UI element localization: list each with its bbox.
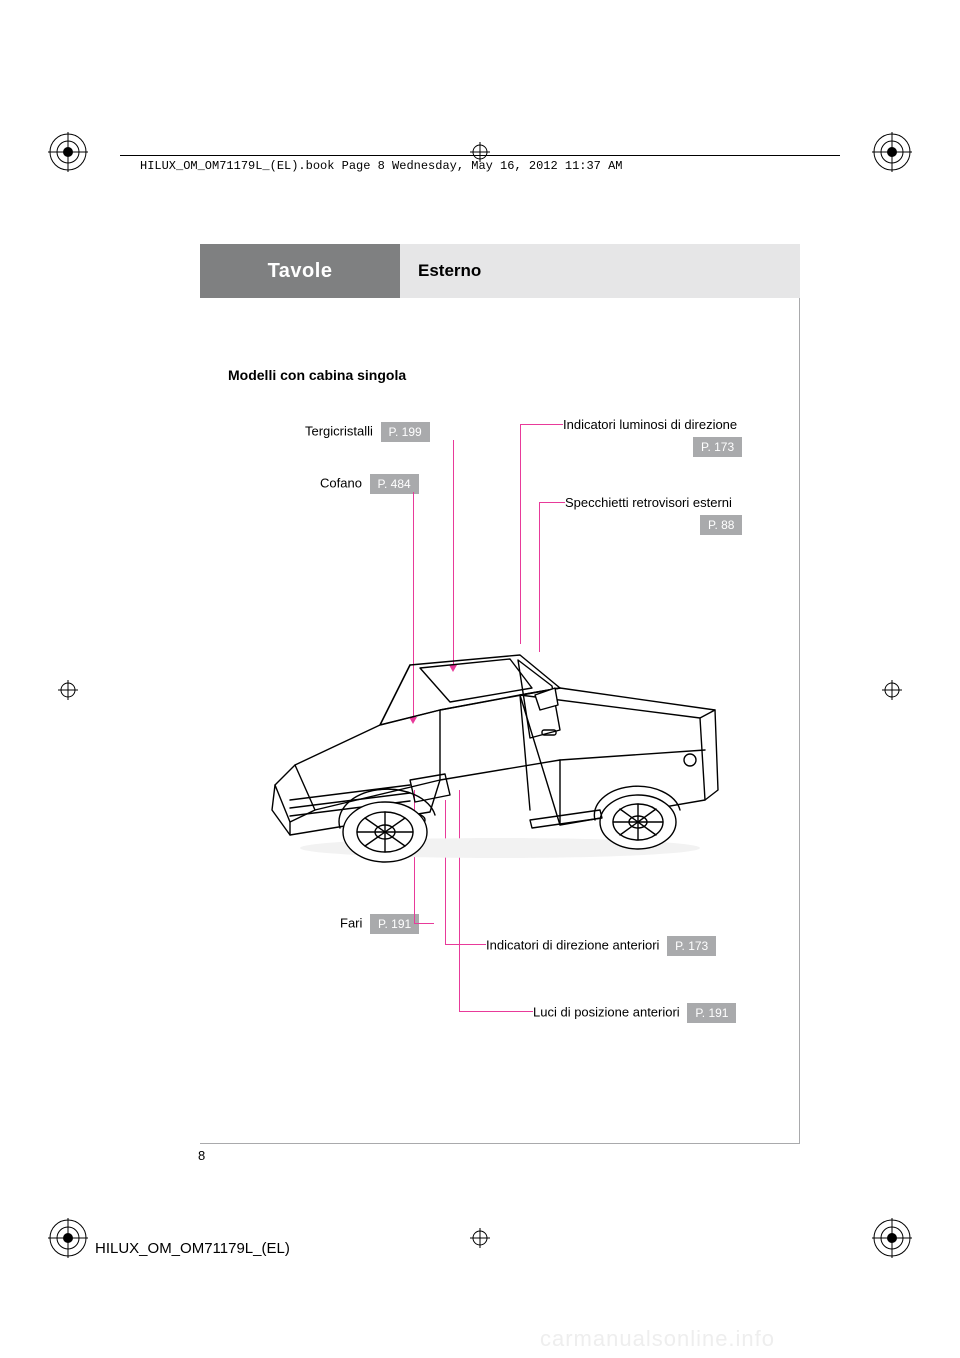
label-specchietti: Specchietti retrovisori esterni: [565, 495, 732, 510]
indicatori-ant-page: P. 173: [667, 936, 716, 956]
page-number: 8: [198, 1148, 205, 1163]
tab-right-label: Esterno: [418, 261, 481, 281]
vehicle-illustration: [260, 610, 740, 870]
page: HILUX_OM_OM71179L_(EL).book Page 8 Wedne…: [0, 0, 960, 1358]
label-tergicristalli: Tergicristalli P. 199: [305, 422, 430, 442]
runhead-text: HILUX_OM_OM71179L_(EL).book Page 8 Wedne…: [140, 159, 622, 173]
fari-text: Fari: [340, 915, 362, 930]
callout-ind-h: [520, 424, 563, 425]
label-cofano: Cofano P. 484: [320, 474, 419, 494]
specchietti-text: Specchietti retrovisori esterni: [565, 495, 732, 510]
luci-pos-page: P. 191: [687, 1003, 736, 1023]
tergicristalli-page: P. 199: [381, 422, 430, 442]
reg-mark-tr: [872, 132, 912, 172]
tab-right: Esterno: [400, 244, 800, 298]
cofano-page: P. 484: [370, 474, 419, 494]
callout-luci-h: [459, 1011, 533, 1012]
tab-left-label: Tavole: [268, 260, 333, 283]
tab-left: Tavole: [200, 244, 400, 298]
specchietti-page: P. 88: [700, 515, 742, 535]
subtitle: Modelli con cabina singola: [228, 367, 406, 383]
indicatori-dir-text: Indicatori luminosi di direzione: [563, 417, 737, 432]
watermark: carmanualsonline.info: [540, 1326, 775, 1352]
cross-left: [58, 680, 78, 700]
reg-mark-tl: [48, 132, 88, 172]
cross-right: [882, 680, 902, 700]
callout-spec-h: [539, 502, 565, 503]
callout-fari-h: [414, 923, 434, 924]
cofano-text: Cofano: [320, 475, 362, 490]
label-indicatori-dir: Indicatori luminosi di direzione: [563, 417, 737, 432]
reg-mark-bl: [48, 1218, 88, 1258]
tergicristalli-text: Tergicristalli: [305, 423, 373, 438]
reg-mark-br: [872, 1218, 912, 1258]
runhead-rule: [120, 155, 840, 156]
label-luci-pos: Luci di posizione anteriori P. 191: [533, 1003, 736, 1023]
luci-pos-text: Luci di posizione anteriori: [533, 1004, 680, 1019]
indicatori-dir-page: P. 173: [693, 437, 742, 457]
label-fari: Fari P. 191: [340, 914, 419, 934]
footer-code: HILUX_OM_OM71179L_(EL): [95, 1240, 290, 1257]
label-indicatori-ant: Indicatori di direzione anteriori P. 173: [486, 936, 716, 956]
cross-bottom: [470, 1228, 490, 1248]
fari-page: P. 191: [370, 914, 419, 934]
indicatori-ant-text: Indicatori di direzione anteriori: [486, 937, 659, 952]
callout-inda-h: [445, 944, 486, 945]
